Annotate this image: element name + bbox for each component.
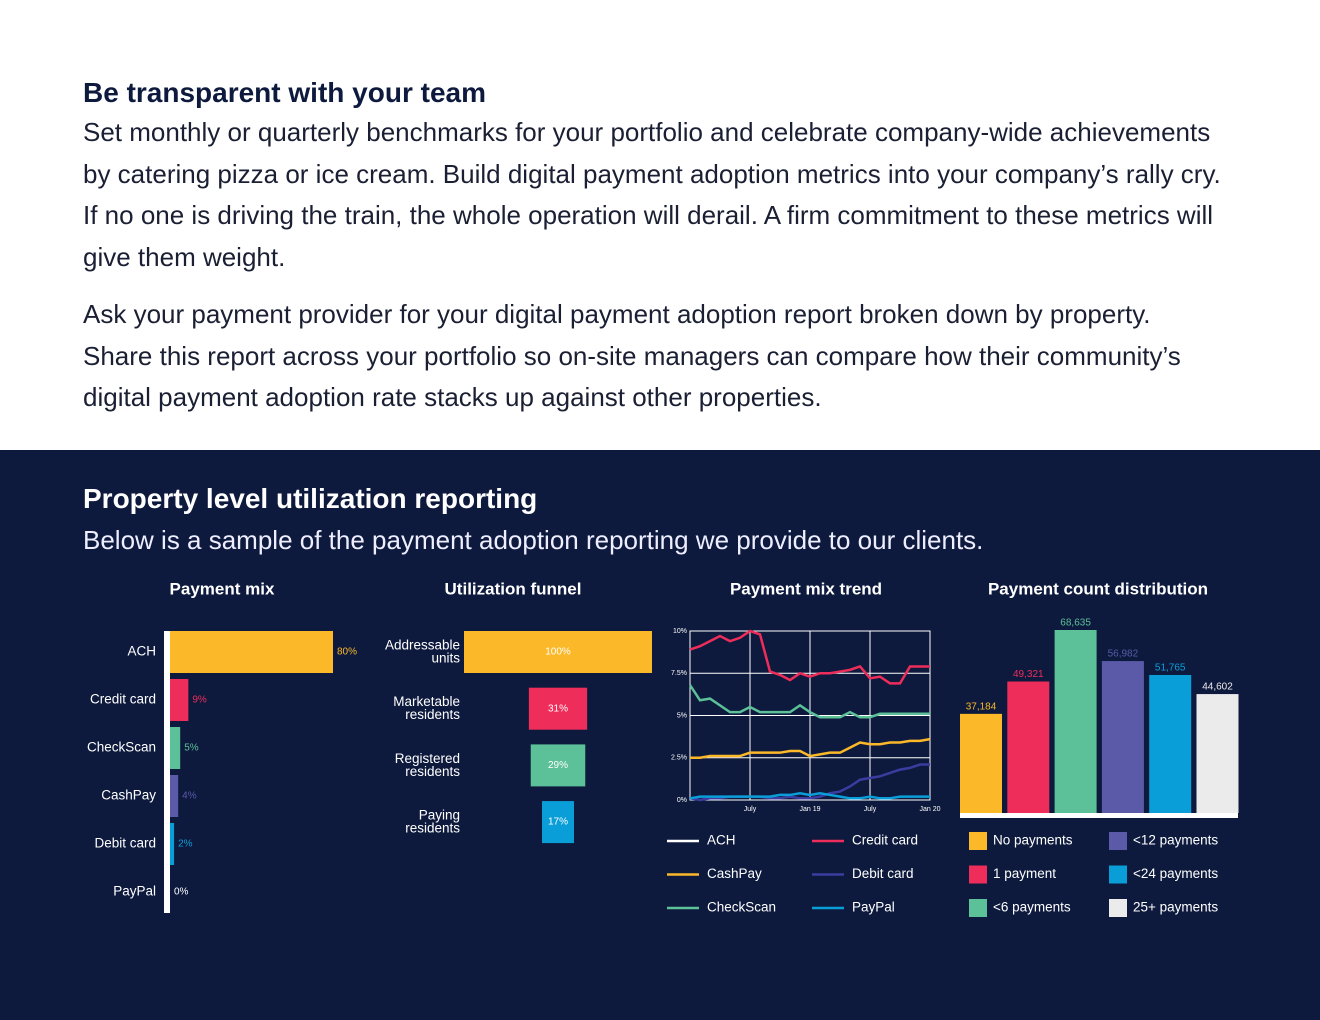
legend-label: Debit card	[852, 866, 914, 881]
chart-title: Payment mix trend	[730, 579, 882, 598]
axis-line	[164, 631, 170, 913]
report-section	[0, 450, 1320, 1020]
chart-title: Payment mix	[170, 579, 275, 598]
funnel-bar	[530, 744, 586, 787]
paragraph: Set monthly or quarterly benchmarks for …	[83, 117, 1221, 273]
legend-swatch	[969, 899, 987, 917]
legend-label: <6 payments	[993, 900, 1071, 915]
value-label: 5%	[184, 743, 199, 754]
funnel-bar	[464, 631, 652, 673]
y-tick-label: 5%	[677, 712, 687, 719]
value-label: 31%	[548, 703, 568, 714]
chart-title: Payment count distribution	[988, 579, 1208, 598]
bar	[170, 775, 179, 817]
value-label: 49,321	[1013, 669, 1044, 680]
x-tick-label: Jan 20	[919, 806, 940, 813]
intro: Be transparent with your team Set monthl…	[83, 74, 1223, 434]
subheading: Below is a sample of the payment adoptio…	[83, 525, 984, 555]
series-line	[689, 629, 930, 685]
legend-swatch	[969, 865, 987, 884]
bar	[170, 631, 333, 673]
value-label: 4%	[182, 791, 197, 802]
category-label: Debit card	[94, 836, 156, 851]
value-label: 68,635	[1060, 618, 1091, 629]
funnel-bar	[528, 687, 588, 730]
heading: Be transparent with your team	[83, 77, 486, 108]
bar	[1196, 694, 1239, 813]
x-tick-label: Jan 19	[799, 806, 820, 813]
bar	[170, 727, 181, 769]
report-header: Property level utilization reporting Bel…	[83, 480, 983, 560]
category-label: ACH	[127, 644, 156, 659]
bar	[170, 823, 175, 865]
legend-swatch	[1109, 832, 1127, 850]
category-label: Paying residents	[405, 807, 460, 835]
category-label: Credit card	[90, 692, 156, 707]
category-label: CheckScan	[87, 740, 156, 755]
x-tick-label: July	[744, 806, 757, 813]
baseline	[960, 813, 1238, 818]
legend-label: No payments	[993, 833, 1073, 848]
legend-label: Credit card	[852, 833, 918, 848]
funnel-bar	[542, 801, 574, 844]
y-tick-label: 7.5%	[671, 670, 687, 677]
category-label: Addressable units	[385, 637, 460, 665]
legend-label: PayPal	[852, 900, 895, 915]
legend-label: ACH	[707, 833, 736, 848]
y-tick-label: 0%	[677, 797, 687, 804]
value-label: 17%	[548, 817, 568, 828]
legend-label: 1 payment	[993, 866, 1056, 881]
series-line	[688, 684, 930, 719]
legend-label: <24 payments	[1133, 866, 1218, 881]
legend-swatch	[969, 832, 987, 850]
value-label: 100%	[545, 647, 571, 658]
value-label: 2%	[178, 839, 193, 850]
value-label: 9%	[192, 695, 207, 706]
bar	[170, 679, 189, 721]
bar	[1101, 661, 1144, 813]
value-label: 0%	[174, 887, 189, 898]
category-label: CashPay	[101, 788, 156, 803]
value-label: 37,184	[966, 701, 997, 712]
legend-label: <12 payments	[1133, 833, 1218, 848]
value-label: 56,982	[1108, 649, 1139, 660]
category-label: Marketable residents	[393, 694, 460, 722]
y-tick-label: 2.5%	[671, 755, 687, 762]
value-label: 44,602	[1202, 682, 1233, 693]
paragraph: Ask your payment provider for your digit…	[83, 298, 1181, 413]
bar	[1007, 681, 1050, 813]
value-label: 29%	[548, 760, 568, 771]
legend-label: CashPay	[707, 866, 762, 881]
bar	[960, 713, 1002, 813]
legend-label: 25+ payments	[1133, 900, 1218, 915]
bar	[1054, 630, 1097, 813]
x-tick-label: July	[864, 806, 877, 813]
legend-swatch	[1109, 865, 1127, 884]
legend-label: CheckScan	[707, 900, 776, 915]
category-label: PayPal	[113, 884, 156, 899]
category-label: Registered residents	[395, 750, 461, 778]
value-label: 80%	[337, 647, 357, 658]
bar	[1149, 674, 1192, 813]
legend-swatch	[1109, 899, 1127, 917]
value-label: 51,765	[1155, 663, 1186, 674]
series-line	[689, 791, 930, 800]
series-line	[690, 737, 931, 759]
heading: Property level utilization reporting	[83, 483, 538, 514]
chart-title: Utilization funnel	[445, 579, 582, 598]
y-tick-label: 10%	[673, 628, 687, 635]
